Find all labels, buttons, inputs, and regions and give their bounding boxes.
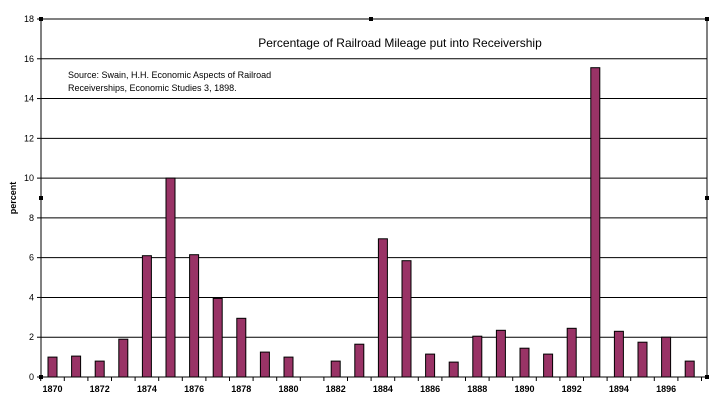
bar-1876 bbox=[189, 254, 200, 378]
x-tick-label: 1896 bbox=[656, 384, 676, 394]
x-tick-label: 1886 bbox=[420, 384, 440, 394]
x-tick-label: 1878 bbox=[231, 384, 251, 394]
source-annotation-line-2: Receiverships, Economic Studies 3, 1898. bbox=[68, 83, 237, 93]
y-tick-label: 18 bbox=[24, 14, 34, 24]
bar-1896 bbox=[661, 336, 672, 378]
bar-1871 bbox=[71, 355, 82, 378]
x-tick-label: 1894 bbox=[609, 384, 629, 394]
bar-1880 bbox=[283, 356, 294, 378]
bar-1893 bbox=[590, 67, 601, 378]
bar-1872 bbox=[94, 360, 105, 378]
y-tick-label: 10 bbox=[24, 173, 34, 183]
bar-1892 bbox=[566, 327, 577, 378]
bar-1885 bbox=[401, 260, 412, 378]
x-tick-label: 1890 bbox=[514, 384, 534, 394]
y-axis-ticks: 0 2 4 6 8 10 12 14 16 18 bbox=[24, 14, 41, 382]
x-tick-label: 1884 bbox=[373, 384, 393, 394]
x-tick-label: 1876 bbox=[184, 384, 204, 394]
y-tick-label: 6 bbox=[29, 253, 34, 263]
y-tick-label: 8 bbox=[29, 213, 34, 223]
y-tick-label: 16 bbox=[24, 54, 34, 64]
x-tick-label: 1888 bbox=[467, 384, 487, 394]
bar-1890 bbox=[519, 347, 530, 378]
source-annotation-line-1: Source: Swain, H.H. Economic Aspects of … bbox=[68, 70, 271, 80]
y-tick-label: 0 bbox=[29, 372, 34, 382]
y-axis-label: percent bbox=[8, 182, 18, 215]
y-tick-label: 4 bbox=[29, 292, 34, 302]
x-tick-label: 1874 bbox=[137, 384, 157, 394]
x-tick-label: 1872 bbox=[90, 384, 110, 394]
bar-1895 bbox=[637, 341, 648, 378]
bar-1891 bbox=[543, 353, 554, 378]
bar-1887 bbox=[448, 361, 459, 378]
y-tick-label: 2 bbox=[29, 332, 34, 342]
x-tick-label: 1882 bbox=[326, 384, 346, 394]
bar-1884 bbox=[377, 238, 388, 378]
bar-1878 bbox=[236, 317, 247, 378]
x-tick-label: 1880 bbox=[278, 384, 298, 394]
bar-1877 bbox=[212, 297, 223, 378]
selection-handles bbox=[39, 17, 709, 379]
x-tick-label: 1870 bbox=[42, 384, 62, 394]
bar-1888 bbox=[472, 335, 483, 378]
y-tick-label: 12 bbox=[24, 133, 34, 143]
bar-1894 bbox=[613, 330, 624, 378]
bars bbox=[47, 67, 695, 378]
bar-1882 bbox=[330, 360, 341, 378]
bar-1883 bbox=[354, 343, 365, 378]
x-axis-ticks: 1870 1872 1874 1876 1878 1880 1882 1884 1886 1888… bbox=[40, 377, 702, 394]
bar-1873 bbox=[118, 338, 129, 378]
bar-1897 bbox=[684, 360, 695, 378]
y-tick-label: 14 bbox=[24, 94, 34, 104]
bar-1870 bbox=[47, 356, 58, 378]
bar-1879 bbox=[259, 351, 270, 378]
bar-1875 bbox=[165, 177, 176, 378]
x-tick-label: 1892 bbox=[562, 384, 582, 394]
bar-1874 bbox=[141, 255, 152, 378]
bar-1889 bbox=[495, 329, 506, 378]
bar-1886 bbox=[425, 353, 436, 378]
chart-title: Percentage of Railroad Mileage put into … bbox=[258, 36, 542, 50]
